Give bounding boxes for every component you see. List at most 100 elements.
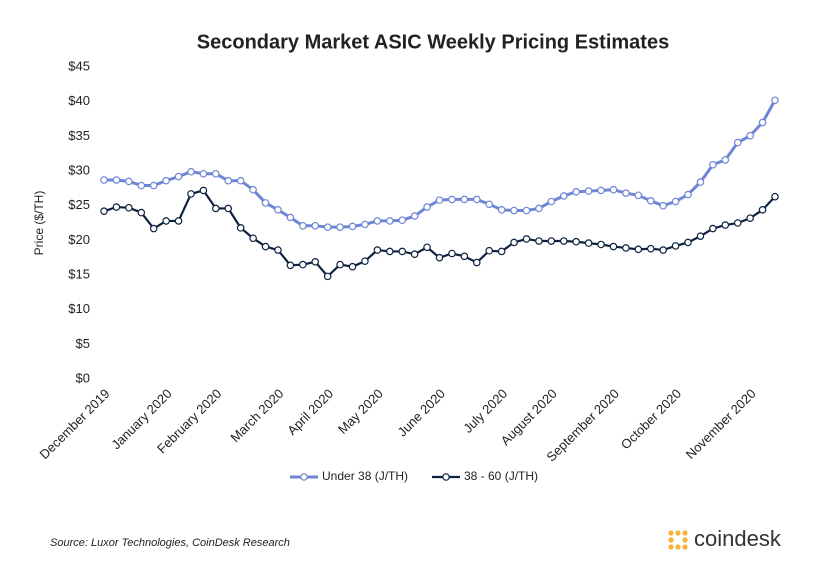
point — [385, 217, 394, 225]
point — [311, 258, 320, 266]
point — [510, 238, 518, 247]
point — [671, 197, 680, 206]
point — [597, 240, 605, 249]
point — [137, 181, 146, 190]
point — [758, 206, 767, 214]
point — [249, 185, 257, 194]
point — [435, 196, 444, 204]
point — [361, 257, 369, 265]
legend-label: 38 - 60 (J/TH) — [464, 469, 538, 483]
point — [212, 169, 220, 178]
point — [348, 222, 357, 231]
point — [286, 213, 295, 222]
point — [597, 186, 605, 195]
point — [373, 246, 382, 254]
x-tick-label: October 2020 — [618, 386, 684, 452]
point — [622, 189, 630, 197]
point — [634, 191, 643, 200]
x-tick-label: May 2020 — [335, 386, 386, 437]
point — [137, 208, 146, 217]
point — [535, 237, 543, 245]
point — [448, 195, 456, 204]
point — [671, 242, 680, 250]
point — [771, 96, 779, 105]
x-tick-label: April 2020 — [284, 386, 336, 438]
point — [659, 246, 667, 254]
y-tick-label: $15 — [68, 266, 90, 281]
point — [634, 245, 643, 254]
point — [125, 203, 133, 212]
point — [547, 237, 556, 245]
x-tick-label: June 2020 — [394, 386, 448, 440]
point — [535, 204, 543, 213]
point — [696, 232, 705, 240]
point — [311, 221, 320, 230]
point — [274, 246, 282, 254]
point — [709, 224, 717, 233]
point — [497, 247, 506, 256]
point — [696, 178, 705, 186]
point — [448, 249, 456, 258]
point — [472, 195, 481, 204]
point — [510, 206, 518, 215]
y-tick-label: $45 — [68, 58, 90, 73]
y-tick-label: $20 — [68, 232, 90, 247]
point — [584, 239, 593, 247]
point — [261, 199, 270, 207]
point — [236, 176, 245, 185]
point — [646, 197, 655, 205]
point — [361, 220, 369, 229]
x-tick-label: March 2020 — [227, 386, 286, 445]
point — [224, 176, 233, 185]
point — [410, 212, 419, 220]
series-line — [104, 99, 777, 229]
point — [224, 204, 233, 213]
point — [721, 156, 730, 164]
point — [398, 247, 407, 256]
legend-marker — [442, 473, 450, 481]
point — [162, 217, 170, 225]
source: Source: Luxor Technologies, CoinDesk Res… — [50, 537, 290, 549]
point — [125, 177, 133, 186]
point — [522, 235, 531, 243]
point — [286, 261, 295, 270]
point — [336, 223, 344, 231]
y-tick-label: $40 — [68, 93, 90, 108]
point — [100, 176, 108, 184]
point — [485, 246, 494, 255]
point — [709, 160, 717, 169]
point — [460, 252, 469, 261]
point — [373, 217, 382, 225]
point — [410, 250, 419, 259]
point — [547, 197, 556, 206]
point — [112, 203, 121, 211]
legend-label: Under 38 (J/TH) — [322, 469, 408, 483]
y-tick-label: $30 — [68, 162, 90, 177]
point — [174, 172, 183, 181]
point — [609, 185, 618, 194]
y-tick-label: $10 — [68, 301, 90, 316]
point — [572, 188, 580, 196]
point — [299, 221, 307, 230]
point — [522, 206, 531, 215]
point — [398, 216, 407, 225]
chart-title: Secondary Market ASIC Weekly Pricing Est… — [197, 31, 669, 53]
point — [112, 176, 121, 184]
point — [572, 237, 580, 246]
point — [149, 181, 158, 190]
y-tick-label: $35 — [68, 128, 90, 143]
point — [236, 224, 245, 232]
point — [435, 253, 444, 262]
point — [559, 237, 568, 245]
point — [199, 169, 208, 178]
point — [187, 190, 195, 198]
point — [174, 217, 183, 225]
y-tick-label: $0 — [76, 370, 90, 385]
point — [199, 186, 208, 195]
point — [348, 262, 357, 271]
point — [274, 206, 282, 214]
point — [684, 190, 692, 199]
x-tick-label: November 2020 — [683, 386, 759, 462]
logo-icon — [668, 530, 688, 550]
